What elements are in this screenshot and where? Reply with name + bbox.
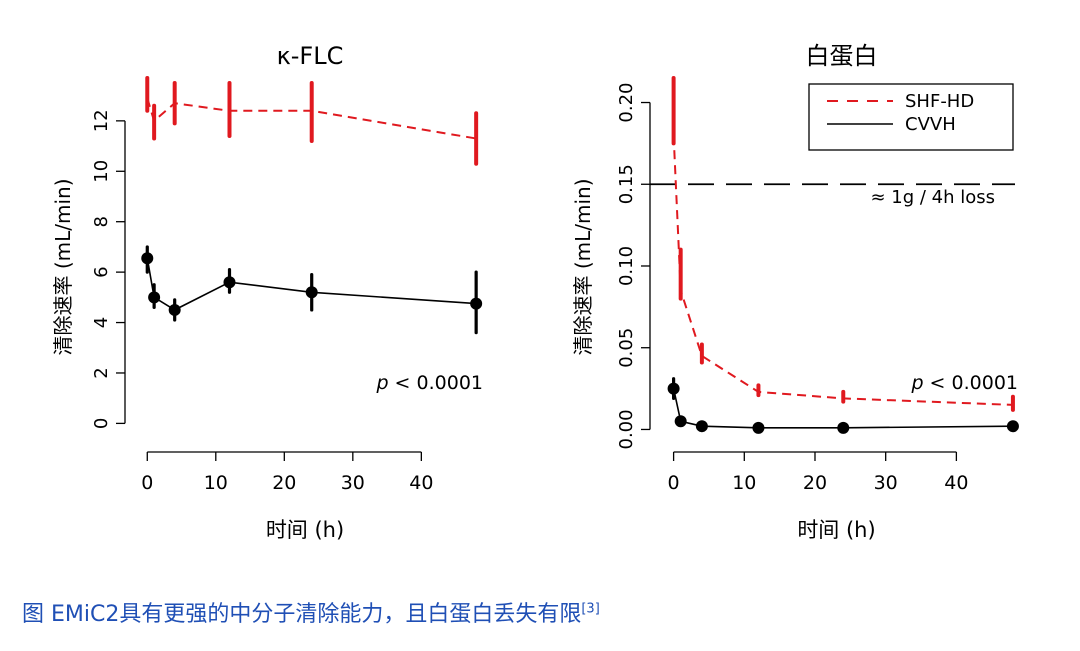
caption-text: 图 EMiC2具有更强的中分子清除能力，且白蛋白丢失有限 xyxy=(22,602,582,627)
caption-reference: [3] xyxy=(581,601,600,617)
data-point xyxy=(667,382,680,395)
x-axis-label: 时间 (h) xyxy=(266,518,344,542)
y-tick-label: 4 xyxy=(91,317,112,328)
chart-panel-1: κ-FLC 0 2 4 6 8 10 12 0 10 20 30 40 时间 (h) 清除速率 (mL/mi… xyxy=(51,42,483,542)
data-point xyxy=(168,303,181,316)
y-tick-label: 0.10 xyxy=(616,246,637,286)
x-tick-label: 30 xyxy=(341,472,365,494)
legend-label: SHF-HD xyxy=(905,91,974,112)
y-tick-label: 0.15 xyxy=(616,164,637,204)
series-cvvh xyxy=(667,377,1019,434)
y-tick-label: 2 xyxy=(91,367,112,378)
x-tick-label: 30 xyxy=(874,472,898,494)
y-tick-label: 0.20 xyxy=(616,82,637,122)
chart-title: 白蛋白 xyxy=(806,42,878,70)
chart-title: κ-FLC xyxy=(277,42,344,70)
x-tick-label: 40 xyxy=(409,472,433,494)
x-tick-label: 20 xyxy=(803,472,827,494)
x-tick-label: 0 xyxy=(668,472,680,494)
x-tick-label: 20 xyxy=(272,472,296,494)
chart-panel-2: 白蛋白 0.00 0.05 0.10 0.15 0.20 0 10 20 30 40 时间 (h) 清除… xyxy=(571,42,1019,542)
p-value-symbol: p xyxy=(375,372,388,394)
legend-label: CVVH xyxy=(905,114,956,135)
x-tick-label: 10 xyxy=(204,472,228,494)
data-point xyxy=(674,415,687,428)
clearance-figure: κ-FLC 0 2 4 6 8 10 12 0 10 20 30 40 时间 (h) 清除速率 (mL/mi… xyxy=(51,42,1019,542)
p-value-annotation: p < 0.0001 xyxy=(910,372,1018,394)
y-axis-label: 清除速率 (mL/min) xyxy=(571,178,595,355)
data-point xyxy=(470,297,483,310)
y-tick-label: 0.05 xyxy=(616,328,637,368)
figure-caption: 图 EMiC2具有更强的中分子清除能力，且白蛋白丢失有限[3] xyxy=(22,596,1062,628)
y-tick-label: 6 xyxy=(91,266,112,277)
series-line xyxy=(672,135,1013,406)
y-axis-label: 清除速率 (mL/min) xyxy=(51,178,75,355)
series-cvvh xyxy=(141,245,483,335)
x-axis-label: 时间 (h) xyxy=(797,518,875,542)
y-tick-label: 10 xyxy=(91,160,112,183)
x-tick-label: 40 xyxy=(944,472,968,494)
series-shf-hd xyxy=(145,76,479,166)
data-point xyxy=(223,276,236,289)
x-tick-label: 0 xyxy=(141,472,153,494)
series-shf-hd xyxy=(671,76,1015,412)
p-value-text: < 0.0001 xyxy=(389,372,483,394)
data-point xyxy=(695,420,708,433)
p-value-text: < 0.0001 xyxy=(924,372,1018,394)
p-value-symbol: p xyxy=(910,372,923,394)
data-point xyxy=(1006,420,1019,433)
data-point xyxy=(148,291,161,304)
data-point xyxy=(305,286,318,299)
data-point xyxy=(837,421,850,434)
p-value-annotation: p < 0.0001 xyxy=(375,372,483,394)
y-tick-label: 0 xyxy=(91,418,112,429)
reference-line-label: ≈ 1g / 4h loss xyxy=(870,187,995,208)
data-point xyxy=(141,252,154,265)
y-tick-label: 8 xyxy=(91,216,112,227)
y-tick-label: 0.00 xyxy=(616,409,637,449)
legend-box xyxy=(808,83,1014,151)
y-tick-label: 12 xyxy=(91,109,112,132)
data-point xyxy=(752,421,765,434)
x-tick-label: 10 xyxy=(732,472,756,494)
